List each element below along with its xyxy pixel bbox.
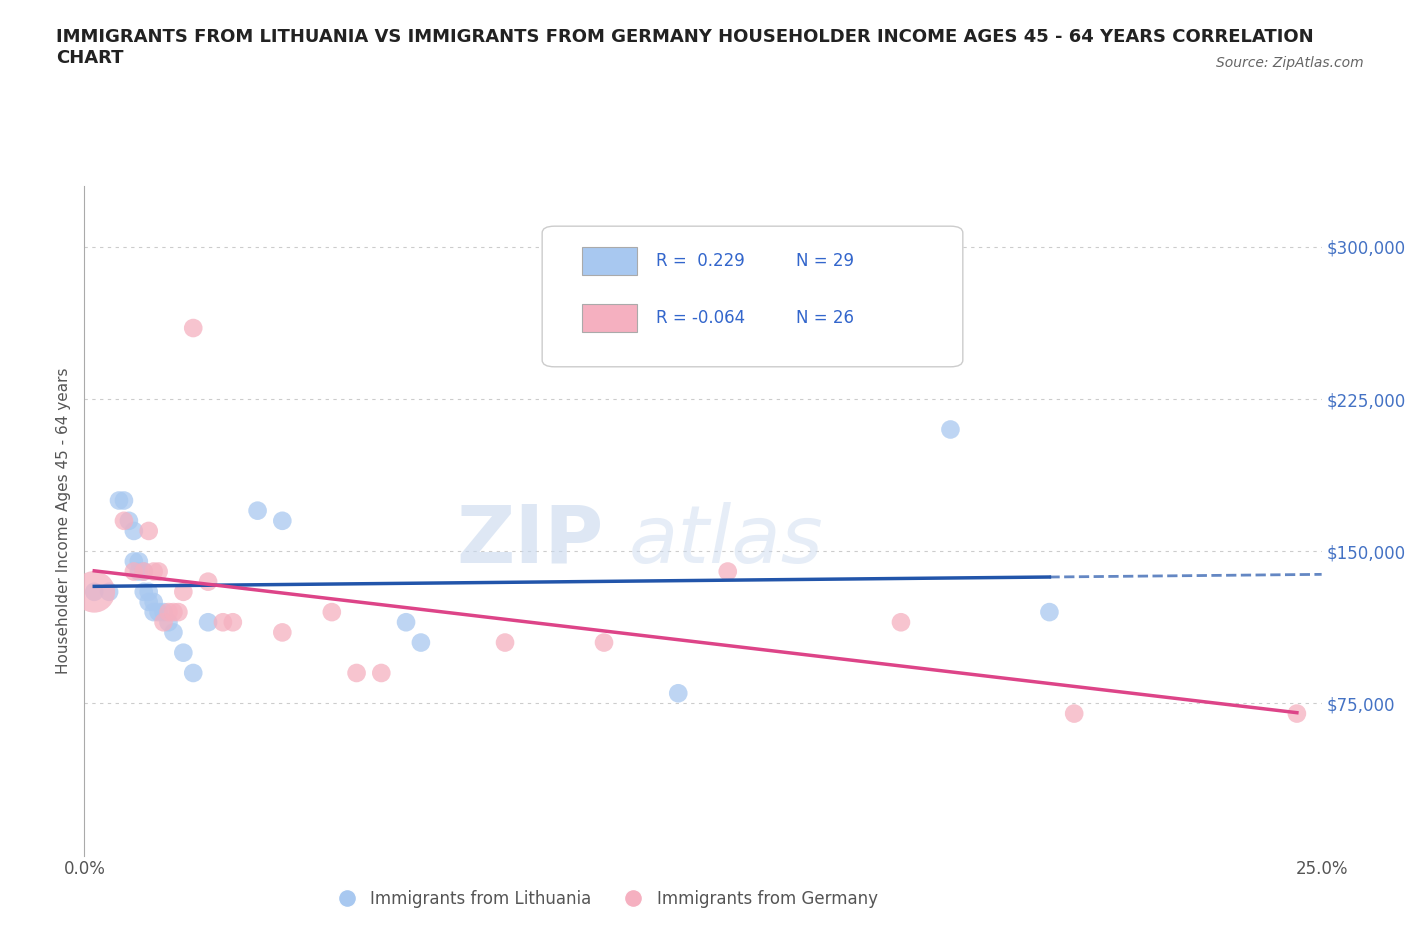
- Point: [222, 615, 245, 630]
- Point: [167, 604, 190, 619]
- Point: [148, 565, 170, 579]
- Point: [108, 493, 131, 508]
- Text: atlas: atlas: [628, 502, 824, 580]
- Point: [593, 635, 616, 650]
- Text: ZIP: ZIP: [457, 502, 605, 580]
- Point: [939, 422, 962, 437]
- Text: N = 26: N = 26: [796, 309, 853, 327]
- Point: [346, 666, 368, 681]
- Point: [494, 635, 516, 650]
- Point: [138, 594, 160, 609]
- Point: [152, 604, 174, 619]
- Point: [666, 685, 689, 700]
- Point: [162, 625, 184, 640]
- Legend: Immigrants from Lithuania, Immigrants from Germany: Immigrants from Lithuania, Immigrants fr…: [323, 883, 884, 914]
- Point: [271, 513, 294, 528]
- Point: [142, 565, 165, 579]
- Point: [1038, 604, 1060, 619]
- Point: [197, 615, 219, 630]
- Point: [321, 604, 343, 619]
- Point: [138, 584, 160, 599]
- Point: [122, 554, 145, 569]
- Point: [132, 565, 155, 579]
- Point: [118, 513, 141, 528]
- Point: [197, 574, 219, 589]
- Bar: [582, 247, 637, 275]
- Point: [157, 604, 180, 619]
- Point: [717, 565, 740, 579]
- Point: [132, 584, 155, 599]
- Point: [142, 594, 165, 609]
- Point: [138, 524, 160, 538]
- Point: [1063, 706, 1085, 721]
- Point: [112, 513, 135, 528]
- Point: [152, 615, 174, 630]
- Bar: [582, 304, 637, 332]
- Point: [142, 604, 165, 619]
- Point: [212, 615, 235, 630]
- Y-axis label: Householder Income Ages 45 - 64 years: Householder Income Ages 45 - 64 years: [56, 367, 72, 674]
- Text: IMMIGRANTS FROM LITHUANIA VS IMMIGRANTS FROM GERMANY HOUSEHOLDER INCOME AGES 45 : IMMIGRANTS FROM LITHUANIA VS IMMIGRANTS …: [56, 28, 1313, 67]
- Point: [98, 584, 121, 599]
- Text: N = 29: N = 29: [796, 252, 853, 270]
- Point: [395, 615, 418, 630]
- Point: [122, 524, 145, 538]
- Point: [271, 625, 294, 640]
- FancyBboxPatch shape: [543, 226, 963, 366]
- Text: R =  0.229: R = 0.229: [657, 252, 745, 270]
- Point: [83, 584, 105, 599]
- Point: [83, 584, 105, 599]
- Point: [172, 584, 194, 599]
- Point: [890, 615, 912, 630]
- Point: [148, 604, 170, 619]
- Point: [370, 666, 392, 681]
- Point: [112, 493, 135, 508]
- Point: [122, 565, 145, 579]
- Point: [1285, 706, 1308, 721]
- Text: Source: ZipAtlas.com: Source: ZipAtlas.com: [1216, 56, 1364, 70]
- Point: [172, 645, 194, 660]
- Point: [157, 615, 180, 630]
- Point: [181, 321, 204, 336]
- Point: [132, 565, 155, 579]
- Point: [128, 554, 150, 569]
- Point: [409, 635, 432, 650]
- Point: [246, 503, 269, 518]
- Point: [181, 666, 204, 681]
- Text: R = -0.064: R = -0.064: [657, 309, 745, 327]
- Point: [128, 565, 150, 579]
- Point: [162, 604, 184, 619]
